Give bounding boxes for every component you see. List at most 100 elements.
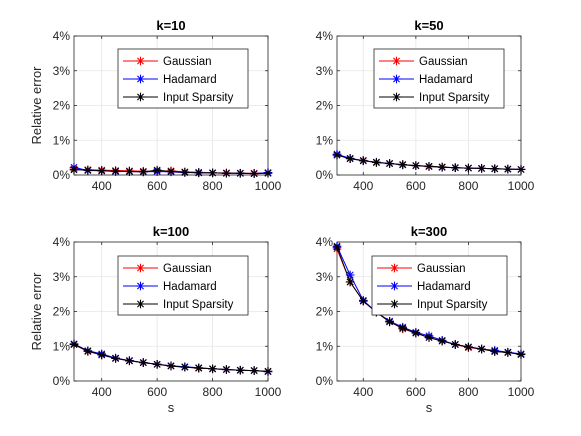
y-tick-label: 3%	[316, 270, 334, 284]
data-point	[235, 168, 245, 178]
legend-marker	[392, 56, 401, 66]
legend-marker	[136, 281, 145, 291]
data-point	[490, 164, 500, 174]
data-point	[208, 364, 217, 374]
data-point	[503, 164, 513, 174]
data-point	[503, 348, 513, 357]
data-point	[450, 340, 460, 349]
legend-marker	[390, 299, 399, 309]
legend-label: Gaussian	[419, 56, 468, 68]
y-tick-label: 1%	[53, 339, 71, 353]
x-tick-label: 800	[203, 179, 223, 193]
legend-marker	[390, 263, 399, 273]
y-tick-label: 4%	[316, 235, 334, 249]
y-axis-label: Relative error	[29, 272, 44, 351]
data-point	[332, 150, 342, 160]
data-point	[235, 365, 245, 375]
data-point	[83, 165, 93, 175]
legend-label: Input Sparsity	[417, 299, 488, 311]
legend-marker	[136, 56, 145, 66]
subplot-1: 400 600 800 1000 0% 1% 2% 3% 4% k=10 Relative erro…	[29, 18, 282, 193]
x-tick-label: 600	[406, 179, 426, 193]
chart-title: k=300	[411, 224, 448, 239]
subplot-2: 400 600 800 1000 0% 1% 2% 3% 4% k=50 Gaussian Hadam…	[316, 18, 535, 193]
data-point	[222, 365, 231, 374]
data-point	[125, 167, 134, 176]
data-point	[97, 166, 107, 176]
y-tick-label: 1%	[316, 339, 334, 353]
data-point	[345, 154, 355, 163]
legend-marker	[136, 299, 145, 309]
data-point	[424, 162, 434, 171]
data-point	[222, 168, 231, 178]
data-point	[111, 166, 120, 176]
legend-label: Hadamard	[417, 281, 471, 293]
data-point	[194, 363, 204, 373]
y-tick-label: 3%	[316, 64, 334, 78]
x-tick-label: 1000	[255, 385, 282, 399]
legend-marker	[136, 263, 145, 273]
chart-title: k=50	[414, 18, 443, 33]
legend-marker	[390, 281, 399, 291]
y-tick-label: 0%	[316, 374, 334, 388]
legend-marker	[136, 92, 145, 102]
x-axis-label: s	[168, 400, 175, 415]
x-tick-label: 600	[147, 179, 167, 193]
y-tick-label: 4%	[53, 235, 71, 249]
data-point	[125, 356, 134, 366]
data-point	[208, 168, 217, 178]
data-point	[345, 277, 355, 287]
data-point	[83, 346, 93, 356]
legend: Gaussian Hadamard Input Sparsity	[117, 255, 249, 316]
data-point	[464, 342, 473, 352]
y-tick-label: 4%	[316, 29, 334, 43]
series-input-sparsity	[69, 165, 273, 178]
data-point	[166, 361, 176, 371]
data-point	[398, 160, 408, 169]
x-tick-label: 800	[458, 385, 478, 399]
data-point	[411, 328, 421, 338]
data-point	[97, 350, 107, 360]
data-point	[358, 156, 368, 166]
legend-label: Hadamard	[163, 74, 217, 86]
data-point	[411, 161, 421, 170]
data-point	[332, 242, 342, 252]
data-point	[152, 360, 162, 369]
data-point	[111, 354, 120, 363]
data-point	[437, 336, 447, 346]
legend: Gaussian Hadamard Input Sparsity	[117, 48, 249, 109]
data-point	[424, 333, 434, 342]
data-point	[477, 164, 486, 173]
y-tick-label: 2%	[53, 305, 71, 319]
data-point	[372, 158, 381, 167]
x-axis-label: s	[426, 400, 433, 415]
data-point	[516, 165, 526, 174]
x-tick-label: 400	[353, 179, 373, 193]
y-tick-label: 4%	[53, 29, 71, 43]
legend-label: Gaussian	[163, 263, 212, 275]
y-tick-label: 0%	[53, 168, 71, 182]
y-tick-label: 2%	[316, 305, 334, 319]
legend-label: Gaussian	[417, 263, 466, 275]
data-point	[152, 165, 162, 175]
x-tick-label: 400	[92, 179, 112, 193]
series-input-sparsity	[332, 150, 526, 174]
x-tick-label: 400	[92, 385, 112, 399]
legend-marker	[392, 74, 401, 84]
x-tick-label: 1000	[255, 179, 282, 193]
y-tick-label: 1%	[53, 133, 71, 147]
y-tick-label: 2%	[53, 99, 71, 113]
x-tick-label: 1000	[508, 179, 535, 193]
chart-title: k=100	[153, 224, 190, 239]
y-tick-label: 0%	[53, 374, 71, 388]
data-point	[358, 296, 368, 306]
data-point	[263, 366, 273, 376]
data-point	[194, 168, 204, 178]
x-tick-label: 400	[353, 385, 373, 399]
x-tick-label: 600	[147, 385, 167, 399]
data-point	[69, 165, 79, 175]
data-point	[464, 163, 473, 173]
data-point	[249, 366, 259, 375]
y-axis-label: Relative error	[29, 66, 44, 145]
